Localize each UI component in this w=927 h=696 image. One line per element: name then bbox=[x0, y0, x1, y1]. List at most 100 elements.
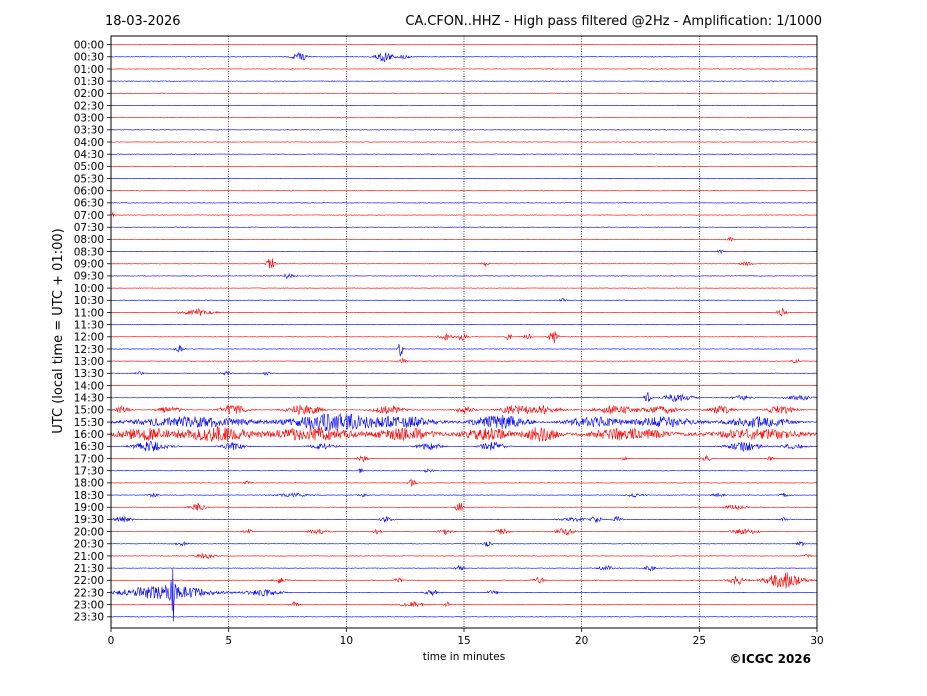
y-tick-label: 02:00 bbox=[74, 88, 104, 100]
y-tick-label: 10:00 bbox=[74, 283, 104, 295]
trace-1300 bbox=[110, 357, 817, 364]
y-tick-label: 11:00 bbox=[74, 307, 104, 319]
trace-1730 bbox=[110, 467, 817, 474]
y-tick-label: 08:30 bbox=[74, 246, 104, 258]
y-tick-label: 19:00 bbox=[74, 502, 104, 514]
y-tick-label: 12:30 bbox=[74, 344, 104, 356]
trace-0800 bbox=[110, 236, 817, 242]
y-tick-label: 22:00 bbox=[74, 575, 104, 587]
trace-1030 bbox=[110, 298, 817, 302]
trace-2130 bbox=[110, 564, 817, 572]
y-axis-label: UTC (local time = UTC + 01:00) bbox=[51, 228, 66, 433]
x-tick-label: 20 bbox=[575, 635, 588, 647]
y-tick-label: 23:00 bbox=[74, 599, 104, 611]
y-tick-label: 16:30 bbox=[74, 441, 104, 453]
x-tick-label: 30 bbox=[810, 635, 823, 647]
y-tick-label: 13:30 bbox=[74, 368, 104, 380]
trace-0600 bbox=[110, 190, 817, 192]
trace-1500 bbox=[110, 404, 817, 416]
trace-0100 bbox=[110, 68, 817, 70]
y-tick-label: 05:30 bbox=[74, 173, 104, 185]
y-tick-label: 18:30 bbox=[74, 490, 104, 502]
trace-0830 bbox=[110, 249, 817, 255]
x-axis-label: time in minutes bbox=[423, 651, 505, 663]
trace-0400 bbox=[110, 141, 817, 143]
trace-1230 bbox=[110, 343, 817, 357]
trace-1830 bbox=[110, 492, 817, 499]
x-tick-label: 5 bbox=[225, 635, 232, 647]
y-tick-label: 14:00 bbox=[74, 380, 104, 392]
y-tick-label: 08:00 bbox=[74, 234, 104, 246]
trace-2000 bbox=[110, 528, 817, 536]
y-tick-label: 09:00 bbox=[74, 259, 104, 271]
chart-title: CA.CFON..HHZ - High pass filtered @2Hz -… bbox=[405, 14, 822, 29]
copyright-label: ©ICGC 2026 bbox=[729, 652, 811, 666]
trace-1000 bbox=[110, 287, 817, 289]
trace-0900 bbox=[110, 258, 817, 269]
y-tick-label: 13:00 bbox=[74, 356, 104, 368]
y-tick-label: 02:30 bbox=[74, 100, 104, 112]
trace-2300 bbox=[110, 601, 817, 608]
y-tick-label: 15:00 bbox=[74, 405, 104, 417]
trace-2230 bbox=[110, 568, 817, 622]
y-tick-label: 00:30 bbox=[74, 52, 104, 64]
y-tick-label: 09:30 bbox=[74, 271, 104, 283]
y-tick-label: 04:30 bbox=[74, 149, 104, 161]
trace-1330 bbox=[110, 370, 817, 376]
y-tick-label: 21:00 bbox=[74, 551, 104, 563]
trace-1800 bbox=[110, 478, 817, 487]
y-tick-label: 00:00 bbox=[74, 39, 104, 51]
y-tick-label: 14:30 bbox=[74, 392, 104, 404]
x-tick-label: 15 bbox=[457, 635, 470, 647]
trace-0930 bbox=[110, 272, 817, 280]
y-tick-label: 03:30 bbox=[74, 125, 104, 137]
trace-1600 bbox=[110, 426, 817, 442]
x-tick-label: 10 bbox=[340, 635, 353, 647]
trace-2030 bbox=[110, 541, 817, 548]
y-tick-label: 19:30 bbox=[74, 514, 104, 526]
date-label: 18-03-2026 bbox=[105, 14, 181, 29]
y-tick-label: 07:00 bbox=[74, 210, 104, 222]
trace-1430 bbox=[110, 392, 817, 402]
y-tick-label: 07:30 bbox=[74, 222, 104, 234]
trace-1700 bbox=[110, 454, 817, 463]
trace-1900 bbox=[110, 502, 817, 511]
y-tick-label: 20:30 bbox=[74, 539, 104, 551]
trace-2100 bbox=[110, 553, 817, 559]
trace-1630 bbox=[110, 440, 817, 453]
trace-0500 bbox=[110, 165, 817, 167]
trace-1930 bbox=[110, 515, 817, 524]
y-tick-label: 17:30 bbox=[74, 466, 104, 478]
y-tick-label: 20:00 bbox=[74, 526, 104, 538]
y-tick-label: 11:30 bbox=[74, 319, 104, 331]
trace-1200 bbox=[110, 331, 817, 344]
plot-frame bbox=[110, 35, 818, 629]
y-tick-label: 03:00 bbox=[74, 112, 104, 124]
trace-1400 bbox=[110, 384, 817, 387]
y-tick-label: 04:00 bbox=[74, 137, 104, 149]
y-tick-label: 01:00 bbox=[74, 64, 104, 76]
trace-0700 bbox=[110, 212, 817, 217]
trace-1100 bbox=[110, 307, 817, 317]
y-tick-label: 22:30 bbox=[74, 587, 104, 599]
trace-0200 bbox=[110, 92, 817, 94]
x-tick-label: 25 bbox=[693, 635, 706, 647]
y-tick-label: 18:00 bbox=[74, 478, 104, 490]
y-tick-label: 16:00 bbox=[74, 429, 104, 441]
x-tick-label: 0 bbox=[108, 635, 115, 647]
trace-0300 bbox=[110, 116, 817, 119]
trace-2200 bbox=[110, 572, 817, 589]
y-tick-label: 15:30 bbox=[74, 417, 104, 429]
trace-1530 bbox=[110, 412, 817, 432]
y-tick-label: 21:30 bbox=[74, 563, 104, 575]
y-tick-label: 06:30 bbox=[74, 198, 104, 210]
plot-area: 00:0000:3001:0001:3002:0002:3003:0003:30… bbox=[74, 35, 824, 647]
trace-0000 bbox=[110, 43, 817, 46]
trace-0030 bbox=[110, 51, 817, 63]
y-tick-label: 23:30 bbox=[74, 612, 104, 624]
y-tick-label: 12:00 bbox=[74, 332, 104, 344]
y-tick-label: 10:30 bbox=[74, 295, 104, 307]
y-tick-label: 06:00 bbox=[74, 186, 104, 198]
y-tick-label: 01:30 bbox=[74, 76, 104, 88]
